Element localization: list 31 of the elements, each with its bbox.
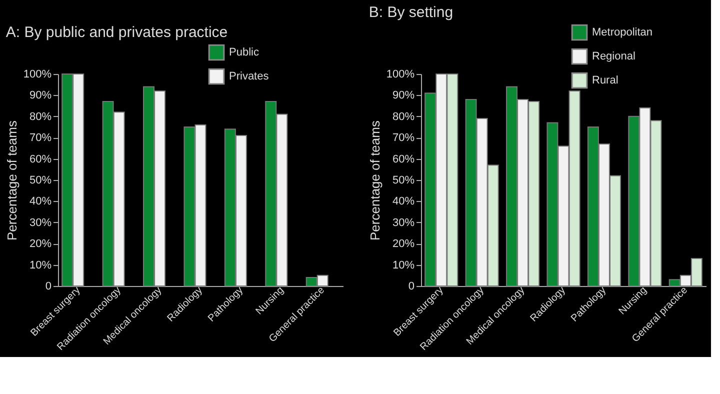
y-tick-label: 60% <box>392 153 415 166</box>
y-tick-label: 100% <box>23 68 52 80</box>
y-tick-label: 80% <box>29 110 52 123</box>
legend-label: Regional <box>592 50 636 62</box>
y-tick-label: 90% <box>392 90 415 102</box>
y-axis-title: Percentage of teams <box>367 120 382 240</box>
legend-label: Rural <box>592 74 618 86</box>
y-tick-label: 0 <box>45 280 52 292</box>
legend-label: Metropolitan <box>592 26 653 38</box>
y-tick-label: 90% <box>29 90 52 102</box>
y-axis-title: Percentage of teams <box>4 120 20 240</box>
y-tick-label: 70% <box>392 132 415 144</box>
y-tick-label: 70% <box>29 132 52 144</box>
legend-label: Public <box>229 46 260 58</box>
y-tick-label: 10% <box>392 259 415 272</box>
y-tick-label: 0 <box>408 280 414 292</box>
y-tick-label: 100% <box>386 68 415 80</box>
y-tick-label: 10% <box>29 259 52 272</box>
y-tick-label: 40% <box>29 196 52 208</box>
y-tick-label: 30% <box>392 216 415 229</box>
chart-title: A: By public and privates practice <box>6 24 228 41</box>
y-tick-label: 30% <box>29 216 52 229</box>
y-tick-label: 50% <box>392 174 415 186</box>
legend-label: Privates <box>229 70 270 82</box>
y-tick-label: 40% <box>392 196 415 208</box>
y-tick-label: 50% <box>29 174 52 186</box>
y-tick-label: 20% <box>29 238 52 250</box>
chart-title: B: By setting <box>368 4 454 21</box>
y-tick-label: 80% <box>392 110 415 123</box>
y-tick-label: 20% <box>392 238 415 250</box>
y-tick-label: 60% <box>29 153 52 166</box>
